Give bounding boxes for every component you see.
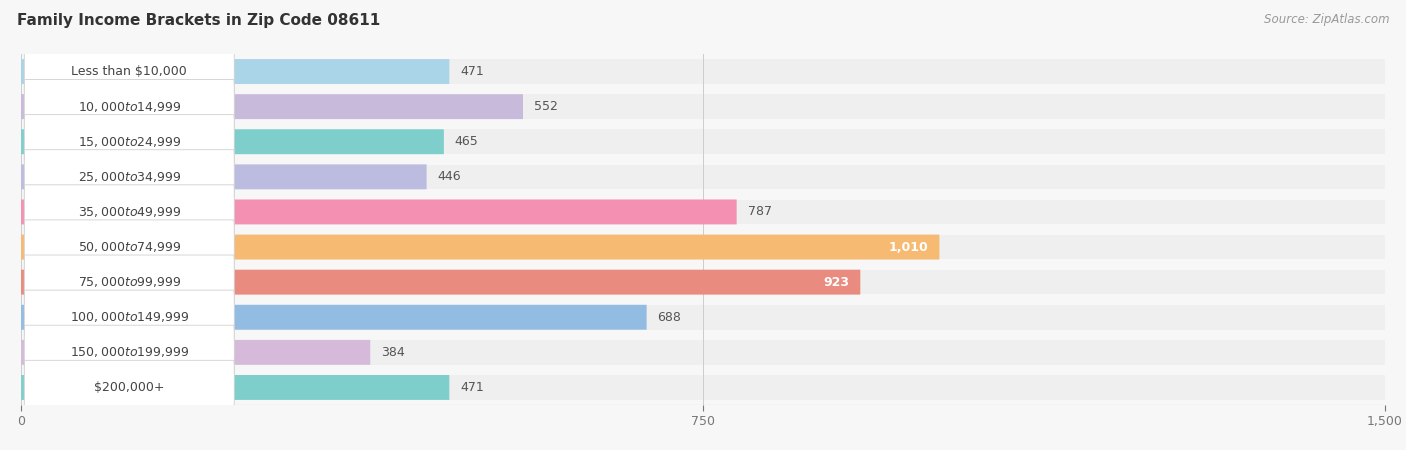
FancyBboxPatch shape: [21, 340, 370, 365]
Text: $75,000 to $99,999: $75,000 to $99,999: [77, 275, 181, 289]
FancyBboxPatch shape: [21, 305, 647, 330]
FancyBboxPatch shape: [21, 200, 1385, 224]
FancyBboxPatch shape: [21, 235, 1385, 259]
Text: $35,000 to $49,999: $35,000 to $49,999: [77, 205, 181, 219]
Text: $200,000+: $200,000+: [94, 381, 165, 394]
FancyBboxPatch shape: [21, 59, 450, 84]
FancyBboxPatch shape: [24, 290, 235, 344]
FancyBboxPatch shape: [24, 115, 235, 169]
Text: $50,000 to $74,999: $50,000 to $74,999: [77, 240, 181, 254]
FancyBboxPatch shape: [21, 129, 444, 154]
FancyBboxPatch shape: [24, 255, 235, 309]
Text: 446: 446: [437, 171, 461, 183]
Text: 923: 923: [824, 276, 849, 288]
FancyBboxPatch shape: [21, 130, 1385, 154]
FancyBboxPatch shape: [21, 375, 450, 400]
Text: 471: 471: [460, 381, 484, 394]
FancyBboxPatch shape: [21, 375, 1385, 400]
FancyBboxPatch shape: [24, 185, 235, 239]
FancyBboxPatch shape: [24, 220, 235, 274]
Text: 787: 787: [748, 206, 772, 218]
FancyBboxPatch shape: [21, 164, 426, 189]
FancyBboxPatch shape: [24, 325, 235, 379]
FancyBboxPatch shape: [24, 80, 235, 134]
FancyBboxPatch shape: [24, 360, 235, 414]
Text: 552: 552: [534, 100, 558, 113]
FancyBboxPatch shape: [21, 234, 939, 260]
FancyBboxPatch shape: [24, 150, 235, 204]
FancyBboxPatch shape: [21, 199, 737, 225]
Text: Source: ZipAtlas.com: Source: ZipAtlas.com: [1264, 14, 1389, 27]
Text: $10,000 to $14,999: $10,000 to $14,999: [77, 99, 181, 114]
FancyBboxPatch shape: [21, 270, 860, 295]
FancyBboxPatch shape: [21, 270, 1385, 294]
FancyBboxPatch shape: [21, 340, 1385, 364]
FancyBboxPatch shape: [21, 94, 523, 119]
FancyBboxPatch shape: [21, 165, 1385, 189]
Text: 688: 688: [658, 311, 682, 324]
FancyBboxPatch shape: [21, 94, 1385, 119]
Text: 1,010: 1,010: [889, 241, 928, 253]
Text: 384: 384: [381, 346, 405, 359]
FancyBboxPatch shape: [21, 305, 1385, 329]
Text: 465: 465: [454, 135, 478, 148]
Text: Less than $10,000: Less than $10,000: [72, 65, 187, 78]
Text: 471: 471: [460, 65, 484, 78]
FancyBboxPatch shape: [21, 59, 1385, 84]
Text: Family Income Brackets in Zip Code 08611: Family Income Brackets in Zip Code 08611: [17, 14, 380, 28]
Text: $25,000 to $34,999: $25,000 to $34,999: [77, 170, 181, 184]
FancyBboxPatch shape: [24, 45, 235, 99]
Text: $100,000 to $149,999: $100,000 to $149,999: [69, 310, 188, 324]
Text: $150,000 to $199,999: $150,000 to $199,999: [69, 345, 188, 360]
Text: $15,000 to $24,999: $15,000 to $24,999: [77, 135, 181, 149]
